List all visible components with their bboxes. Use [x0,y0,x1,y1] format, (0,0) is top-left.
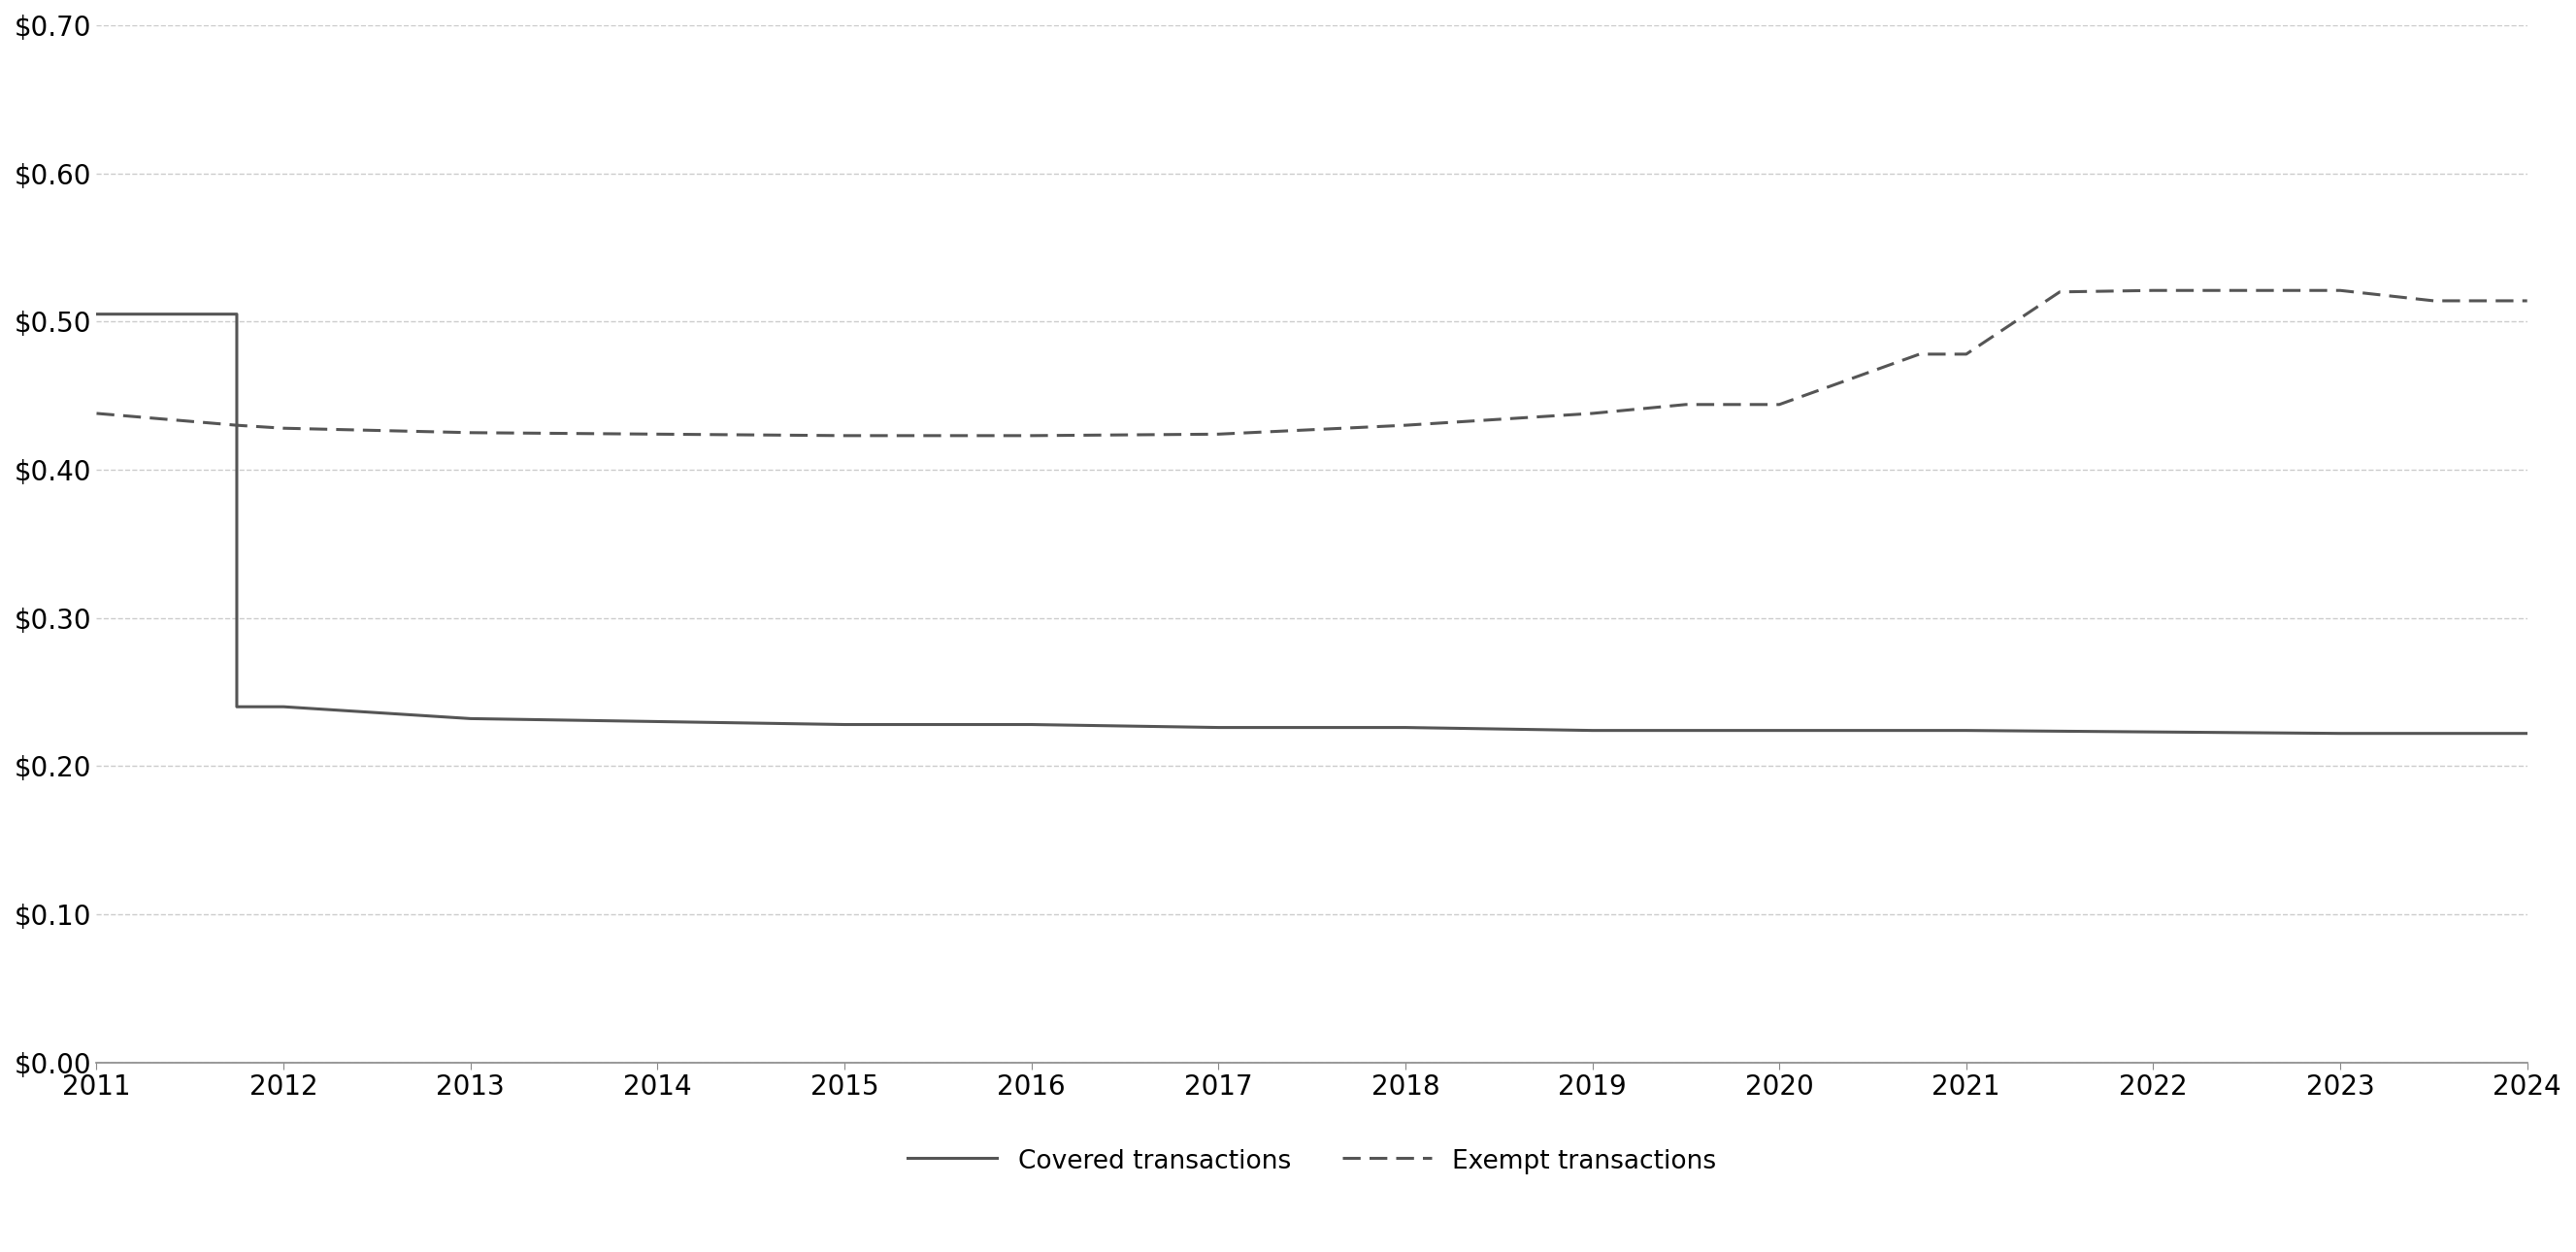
Legend: Covered transactions, Exempt transactions: Covered transactions, Exempt transaction… [896,1138,1726,1184]
Exempt transactions [2138,283,2169,298]
Exempt transactions [829,428,860,443]
Exempt transactions [2045,284,2076,299]
Exempt transactions [1669,397,1700,412]
Covered transactions [222,307,252,322]
Exempt transactions [1203,427,1234,442]
Covered transactions [2138,725,2169,740]
Covered transactions [1577,722,1607,737]
Exempt transactions [641,427,672,442]
Exempt transactions [2512,293,2543,308]
Exempt transactions [222,418,252,433]
Covered transactions [641,714,672,729]
Exempt transactions [1391,418,1422,433]
Covered transactions [268,699,299,714]
Exempt transactions [268,421,299,436]
Covered transactions [80,307,111,322]
Exempt transactions [456,426,487,441]
Exempt transactions [1765,397,1795,412]
Exempt transactions [1577,406,1607,421]
Line: Exempt transactions: Exempt transactions [95,290,2527,436]
Exempt transactions [1950,347,1981,362]
Covered transactions [456,711,487,726]
Covered transactions [829,717,860,732]
Covered transactions [1950,722,1981,737]
Line: Covered transactions: Covered transactions [95,314,2527,734]
Covered transactions [222,699,252,714]
Exempt transactions [2419,293,2450,308]
Covered transactions [1015,717,1046,732]
Covered transactions [1203,720,1234,735]
Covered transactions [2324,726,2354,741]
Exempt transactions [1904,347,1935,362]
Exempt transactions [1015,428,1046,443]
Covered transactions [1765,722,1795,737]
Exempt transactions [80,406,111,421]
Covered transactions [2512,726,2543,741]
Covered transactions [1391,720,1422,735]
Exempt transactions [2324,283,2354,298]
